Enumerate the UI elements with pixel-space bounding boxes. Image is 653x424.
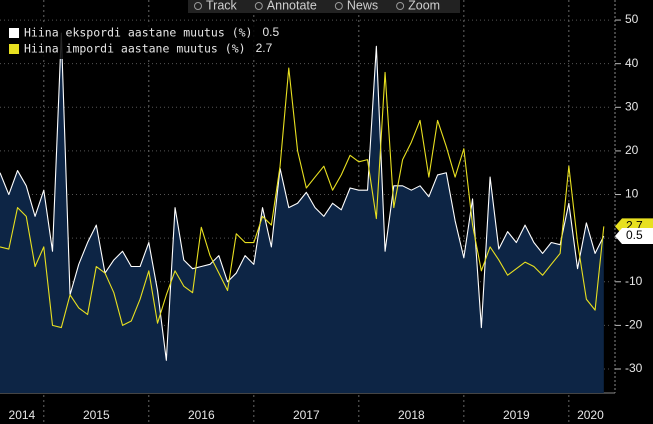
y-tick-label: 10: [625, 187, 639, 201]
toolbar-button[interactable]: Zoom: [396, 0, 440, 12]
value-tag-label: 0.5: [626, 228, 643, 242]
legend-value: 2.7: [256, 41, 273, 55]
y-tick-label: -30: [625, 361, 643, 375]
button-icon: [194, 2, 202, 10]
legend-box: [4, 24, 274, 59]
legend-swatch: [9, 44, 19, 54]
x-tick-label: 2015: [83, 408, 110, 422]
button-icon: [334, 2, 343, 10]
button-label: News: [347, 0, 378, 12]
y-tick-label: 20: [625, 143, 639, 157]
toolbar-button[interactable]: News: [334, 0, 378, 12]
button-label: Track: [206, 0, 238, 12]
value-tag: [615, 227, 653, 244]
x-tick-label: 2018: [398, 408, 425, 422]
x-tick-label: 2017: [293, 408, 320, 422]
y-tick-label: -20: [625, 318, 643, 332]
legend-swatch: [9, 28, 19, 38]
y-tick-label: 50: [625, 12, 639, 26]
y-tick-label: -10: [625, 274, 643, 288]
toolbar-button[interactable]: Track: [194, 0, 238, 12]
button-icon: [254, 2, 263, 10]
x-tick-label: 2020: [577, 408, 604, 422]
x-tick-label: 2014: [9, 408, 36, 422]
legend-value: 0.5: [262, 25, 279, 39]
button-icon: [396, 2, 405, 10]
x-tick-label: 2019: [503, 408, 530, 422]
line: [0, 67, 605, 329]
legend: Hiina ekspordi aastane muutus (%) 0.5 Hiin…: [4, 24, 279, 59]
y-tick-label: 30: [625, 99, 639, 113]
legend-label: Hiina impordi aastane muutus (%): [24, 42, 246, 56]
area: [0, 33, 604, 394]
legend-label: Hiina ekspordi aastane muutus (%): [24, 26, 252, 40]
line: [0, 32, 605, 361]
button-label: Zoom: [408, 0, 440, 12]
button-label: Annotate: [267, 0, 317, 12]
toolbar: Track Annotate News Zoom: [188, 0, 460, 13]
toolbar-button[interactable]: Annotate: [254, 0, 317, 12]
y-tick-label: 40: [625, 56, 639, 70]
x-tick-label: 2016: [188, 408, 215, 422]
